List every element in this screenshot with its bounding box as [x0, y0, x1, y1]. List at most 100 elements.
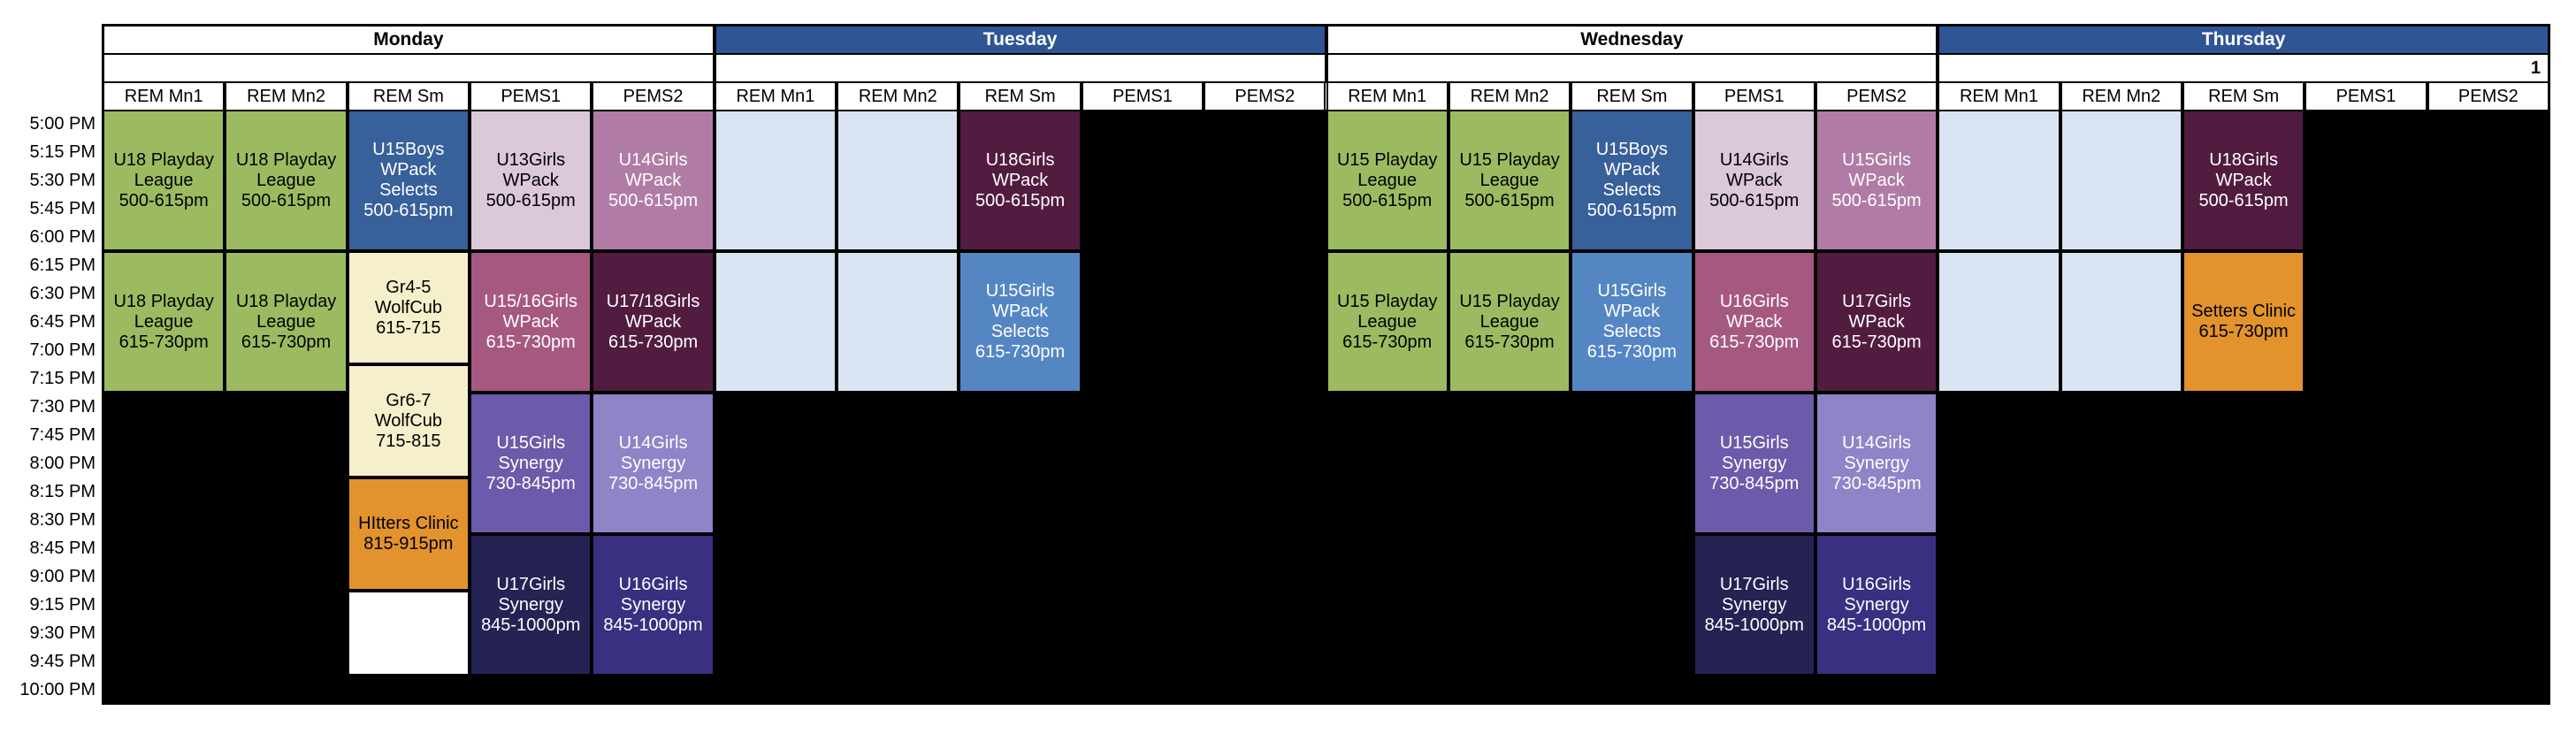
time-label: 5:45 PM — [29, 198, 96, 218]
time-label: 6:30 PM — [29, 283, 96, 303]
room-header-pems1: PEMS1 — [2305, 81, 2427, 111]
empty-cell — [714, 251, 837, 393]
room-header-rem-mn1: REM Mn1 — [1326, 81, 1449, 111]
room-header-rem-sm: REM Sm — [2182, 81, 2305, 111]
event-time: 615-730pm — [975, 342, 1066, 362]
event-block[interactable]: U18Girls WPack 500-615pm — [959, 110, 1082, 251]
event-block[interactable]: U14Girls Synergy 730-845pm — [1815, 393, 1938, 534]
empty-cell — [1938, 251, 2060, 393]
event-block[interactable]: U15Girls Synergy 730-845pm — [470, 393, 592, 534]
blank-row-tuesday — [714, 53, 1326, 83]
event-block[interactable]: U13Girls WPack 500-615pm — [470, 110, 592, 251]
event-label: U18 Playday League — [235, 291, 337, 332]
empty-cell — [837, 110, 959, 251]
event-time: 615-715 — [376, 317, 441, 338]
room-header-pems1: PEMS1 — [1693, 81, 1815, 111]
event-block[interactable]: U18 Playday League 615-730pm — [103, 251, 225, 393]
event-block[interactable]: U18 Playday League 500-615pm — [225, 110, 348, 251]
event-time: 500-615pm — [975, 190, 1066, 210]
event-block[interactable]: U15 Playday League 500-615pm — [1448, 110, 1571, 251]
event-block[interactable]: Setters Clinic 615-730pm — [2182, 251, 2305, 393]
event-label: U15 Playday League — [1336, 291, 1438, 332]
time-label: 6:45 PM — [29, 311, 96, 332]
page-note: 1 — [2530, 57, 2541, 78]
event-time: 500-615pm — [1464, 190, 1555, 210]
room-header-pems2: PEMS2 — [1815, 81, 1938, 111]
time-label: 6:00 PM — [29, 226, 96, 247]
event-label: U14Girls Synergy — [618, 432, 688, 473]
time-label: 9:30 PM — [29, 623, 96, 643]
room-header-rem-mn1: REM Mn1 — [103, 81, 225, 111]
event-time: 500-615pm — [118, 190, 209, 210]
empty-cell — [347, 591, 470, 676]
event-label: U18 Playday League — [113, 291, 214, 332]
event-block[interactable]: U17Girls WPack 615-730pm — [1815, 251, 1938, 393]
room-header-pems2: PEMS2 — [1204, 81, 1326, 111]
event-block[interactable]: U15/16Girls WPack 615-730pm — [470, 251, 592, 393]
event-time: 715-815 — [376, 431, 441, 451]
event-label: U17Girls WPack — [1842, 291, 1911, 332]
room-header-rem-sm: REM Sm — [347, 81, 470, 111]
event-block[interactable]: Gr6-7 WolfCub 715-815 — [347, 364, 470, 477]
time-label: 6:15 PM — [29, 255, 96, 275]
event-time: 615-730pm — [241, 332, 332, 352]
event-time: 845-1000pm — [481, 615, 581, 635]
empty-cell — [714, 110, 837, 251]
event-block[interactable]: U15Girls WPack Selects 615-730pm — [1571, 251, 1693, 393]
event-block[interactable]: U17Girls Synergy 845-1000pm — [1693, 534, 1815, 676]
event-block[interactable]: U15Girls Synergy 730-845pm — [1693, 393, 1815, 534]
event-block[interactable]: U14Girls WPack 500-615pm — [592, 110, 715, 251]
event-time: 815-915pm — [363, 534, 454, 554]
event-block[interactable]: U15Girls WPack 500-615pm — [1815, 110, 1938, 251]
event-time: 500-615pm — [2198, 190, 2289, 210]
event-time: 615-730pm — [485, 332, 576, 352]
event-label: U15Girls WPack Selects — [985, 281, 1055, 341]
event-block[interactable]: U15Boys WPack Selects 500-615pm — [347, 110, 470, 251]
event-label: U17/18Girls WPack — [606, 291, 700, 332]
event-block[interactable]: U17/18Girls WPack 615-730pm — [592, 251, 715, 393]
event-block[interactable]: U16Girls Synergy 845-1000pm — [592, 534, 715, 676]
day-header-tuesday: Tuesday — [714, 25, 1326, 55]
event-block[interactable]: U18 Playday League 615-730pm — [225, 251, 348, 393]
event-label: U16Girls Synergy — [1842, 574, 1911, 615]
room-header-pems2: PEMS2 — [592, 81, 715, 111]
event-block[interactable]: U15Girls WPack Selects 615-730pm — [959, 251, 1082, 393]
event-block[interactable]: U18Girls WPack 500-615pm — [2182, 110, 2305, 251]
event-time: 730-845pm — [485, 473, 576, 493]
event-label: U17Girls Synergy — [496, 574, 566, 615]
event-label: U16Girls WPack — [1719, 291, 1789, 332]
time-label: 10:00 PM — [19, 679, 96, 699]
empty-cell — [2060, 110, 2182, 251]
event-block[interactable]: U15 Playday League 500-615pm — [1326, 110, 1449, 251]
event-label: U15 Playday League — [1336, 149, 1438, 190]
event-block[interactable]: U18 Playday League 500-615pm — [103, 110, 225, 251]
event-block[interactable]: U15 Playday League 615-730pm — [1326, 251, 1449, 393]
time-label: 8:45 PM — [29, 538, 96, 558]
event-label: U15Boys WPack Selects — [1595, 140, 1668, 200]
event-label: U16Girls Synergy — [618, 574, 688, 615]
event-block[interactable]: HItters Clinic 815-915pm — [347, 477, 470, 591]
day-header-wednesday: Wednesday — [1326, 25, 1938, 55]
event-block[interactable]: U15 Playday League 615-730pm — [1448, 251, 1571, 393]
event-label: U17Girls Synergy — [1719, 574, 1789, 615]
event-block[interactable]: U17Girls Synergy 845-1000pm — [470, 534, 592, 676]
room-header-pems2: PEMS2 — [2427, 81, 2549, 111]
event-block[interactable]: U15Boys WPack Selects 500-615pm — [1571, 110, 1693, 251]
event-label: U15Girls Synergy — [1719, 432, 1789, 473]
event-label: U15/16Girls WPack — [484, 291, 578, 332]
event-label: HItters Clinic — [358, 514, 459, 533]
event-block[interactable]: U14Girls Synergy 730-845pm — [592, 393, 715, 534]
room-header-rem-mn2: REM Mn2 — [837, 81, 959, 111]
event-block[interactable]: U16Girls WPack 615-730pm — [1693, 251, 1815, 393]
event-time: 730-845pm — [608, 473, 699, 493]
time-label: 7:45 PM — [29, 424, 96, 445]
event-block[interactable]: Gr4-5 WolfCub 615-715 — [347, 251, 470, 364]
event-time: 500-615pm — [1586, 201, 1677, 220]
event-label: U18Girls WPack — [985, 149, 1055, 190]
event-label: U15Boys WPack Selects — [372, 140, 445, 200]
event-block[interactable]: U16Girls Synergy 845-1000pm — [1815, 534, 1938, 676]
event-block[interactable]: U14Girls WPack 500-615pm — [1693, 110, 1815, 251]
event-label: Gr6-7 WolfCub — [374, 390, 443, 431]
event-label: Gr4-5 WolfCub — [374, 277, 443, 317]
time-label: 5:00 PM — [29, 113, 96, 134]
